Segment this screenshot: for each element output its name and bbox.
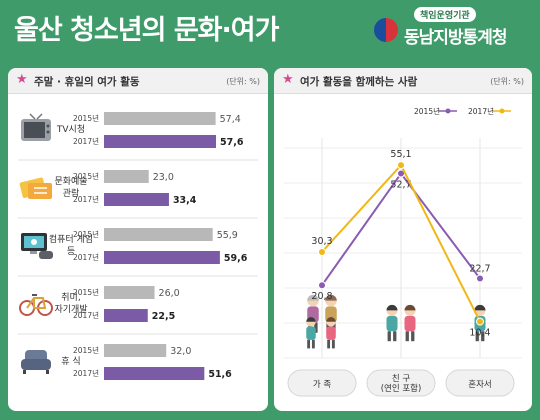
data-label: 20,8 [311,291,332,302]
companion-line-chart: 2015년 2017년 20,8 52,7 22,7 30,3 55,1 10,4 가 족 친 구… [284,106,522,397]
leisure-activity-unit: (단위: %) [226,77,260,86]
bar-2015 [104,112,216,125]
companion-unit: (단위: %) [490,77,524,86]
friends-icon [386,304,416,342]
year-label: 2017년 [73,252,99,262]
year-label: 2017년 [73,194,99,204]
ticket-icon [19,177,52,199]
data-point [397,161,405,170]
bar-2017 [104,135,216,148]
companion-header: ★ 여가 활동을 함께하는 사람 (단위: %) [274,68,532,94]
category-label: 취미, 자기개발 [54,292,87,315]
category-label: TV시청 [56,124,85,135]
legend-marker [499,108,505,114]
taegeuk-logo-icon [374,18,398,42]
bicycle-icon [19,294,53,316]
category-label: 가 족 [313,380,332,390]
bar-value-label: 22,5 [152,311,175,322]
page-title: 울산 청소년의 문화·여가 [14,15,279,46]
data-label: 30,3 [311,236,332,247]
category-pill: 혼자서 [445,369,515,397]
bar-2017 [104,367,205,380]
category-label: 혼자서 [468,379,491,390]
category-pill: 친 구 (연인 포함) [366,369,436,397]
family-icon [306,294,337,349]
brand-name: 동남지방통계청 [404,28,507,48]
bar-value-label: 51,6 [208,369,232,380]
year-label: 2017년 [73,368,99,378]
bar-2015 [104,286,155,299]
year-label: 2015년 [73,171,99,181]
game-console-icon [21,233,53,259]
bar-value-label: 59,6 [224,253,248,264]
brand-tag: 책임운영기관 [414,7,476,22]
legend-label: 2017년 [468,106,494,116]
bar-value-label: 57,6 [220,137,244,148]
year-label: 2017년 [73,310,99,320]
bar-value-label: 26,0 [159,288,180,299]
data-point [318,281,326,290]
data-label: 52,7 [390,180,411,191]
year-label: 2017년 [73,136,99,146]
bar-value-label: 33,4 [173,195,197,206]
year-label: 2015년 [73,345,99,355]
legend-marker [445,108,451,114]
data-label: 55,1 [390,149,411,160]
bar-2017 [104,193,169,206]
companion-title: 여가 활동을 함께하는 사람 [300,76,418,88]
star-icon: ★ [282,72,294,87]
data-point [476,274,484,283]
star-icon: ★ [16,72,28,87]
armchair-icon [21,350,51,374]
bar-value-label: 32,0 [170,346,191,357]
bar-2015 [104,170,149,183]
bar-2017 [104,309,148,322]
leisure-activity-header: ★ 주말 · 휴일의 여가 활동 (단위: %) [8,68,268,94]
category-label: 휴 식 [61,356,80,367]
brand: 책임운영기관 동남지방통계청 [374,6,526,50]
category-pill: 가 족 [287,369,357,397]
bar-2017 [104,251,220,264]
data-label: 22,7 [469,264,490,275]
year-label: 2015년 [73,113,99,123]
legend-label: 2015년 [414,106,440,116]
year-label: 2015년 [73,287,99,297]
companion-panel: ★ 여가 활동을 함께하는 사람 (단위: %) 2015년 2017년 20,8 5… [274,68,532,411]
bar-value-label: 55,9 [217,230,238,241]
year-label: 2015년 [73,229,99,239]
bar-value-label: 23,0 [153,172,174,183]
tv-icon [21,113,51,141]
leisure-activity-title: 주말 · 휴일의 여가 활동 [34,76,140,88]
legend: 2015년 2017년 [414,106,511,116]
bar-2015 [104,228,213,241]
data-point [318,247,326,256]
category-label: 친 구 (연인 포함) [381,373,422,394]
data-label: 10,4 [469,328,490,339]
bar-value-label: 57,4 [220,114,241,125]
leisure-activity-panel: ★ 주말 · 휴일의 여가 활동 (단위: %) TV시청 2015년 57,4 20… [8,68,268,411]
category-label: 문화예술 관람 [54,176,87,199]
category-label: 컴퓨터 게임 등 [49,233,93,257]
data-point [476,317,484,326]
bar-2015 [104,344,167,357]
